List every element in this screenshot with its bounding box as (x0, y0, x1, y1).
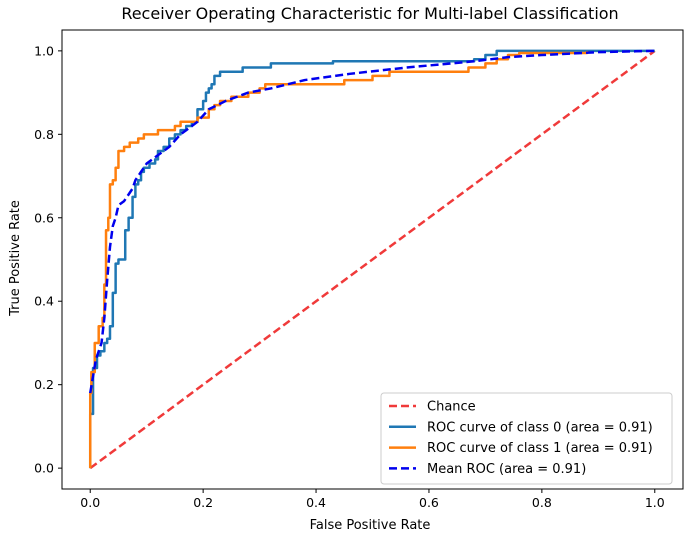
legend-label: Mean ROC (area = 0.91) (427, 462, 586, 477)
series-layer (88, 49, 656, 470)
y-tick-label: 0.0 (34, 461, 54, 476)
y-tick-label: 0.6 (34, 210, 54, 225)
legend-label: ROC curve of class 1 (area = 0.91) (427, 441, 653, 456)
y-axis-label: True Positive Rate (8, 200, 23, 317)
y-tick-label: 0.4 (34, 294, 54, 309)
y-tick-label: 0.8 (34, 127, 54, 142)
series-line-3 (88, 49, 655, 394)
y-ticks: 0.0 0.2 0.4 0.6 0.8 1.0 (34, 43, 62, 476)
x-tick-label: 1.0 (645, 495, 665, 510)
x-tick-label: 0.2 (193, 495, 213, 510)
series-line-0 (89, 49, 656, 470)
x-axis-label: False Positive Rate (310, 518, 431, 533)
plot-area: 0.0 0.2 0.4 0.6 0.8 1.0 0.0 0.2 0.4 0.6 0.8 1.0 (34, 29, 684, 510)
y-tick-label: 0.2 (34, 377, 54, 392)
x-ticks: 0.0 0.2 0.4 0.6 0.8 1.0 (80, 489, 665, 510)
x-tick-label: 0.8 (532, 495, 552, 510)
y-tick-label: 1.0 (34, 43, 54, 58)
axes-frame (61, 29, 684, 490)
x-tick-label: 0.0 (80, 495, 100, 510)
chart-title: Receiver Operating Characteristic for Mu… (121, 4, 618, 23)
legend-label: Chance (427, 400, 476, 415)
legend: Chance ROC curve of class 0 (area = 0.91)… (380, 392, 673, 485)
x-tick-label: 0.6 (419, 495, 439, 510)
x-tick-label: 0.4 (306, 495, 326, 510)
legend-box (380, 392, 673, 485)
series-line-1 (88, 49, 655, 469)
legend-label: ROC curve of class 0 (area = 0.91) (427, 420, 653, 435)
